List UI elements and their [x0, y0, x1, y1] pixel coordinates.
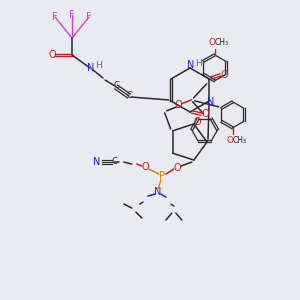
Text: O: O [208, 38, 215, 47]
Text: C: C [112, 157, 118, 166]
Text: O: O [173, 163, 181, 173]
Text: O: O [226, 136, 233, 145]
Text: N: N [207, 97, 215, 107]
Text: CH₃: CH₃ [214, 38, 229, 47]
Text: O: O [220, 70, 228, 80]
Text: F: F [52, 12, 58, 22]
Text: O: O [201, 109, 209, 119]
Text: H: H [195, 59, 201, 68]
Text: F: F [86, 12, 92, 22]
Text: N: N [93, 157, 100, 167]
Text: C: C [126, 91, 132, 100]
Text: F: F [69, 10, 75, 20]
Text: CH₃: CH₃ [232, 136, 247, 145]
Text: H: H [94, 61, 101, 70]
Text: O: O [141, 162, 149, 172]
Text: O: O [193, 117, 201, 127]
Text: N: N [154, 187, 162, 197]
Text: P: P [159, 171, 165, 181]
Text: O: O [48, 50, 56, 60]
Text: N: N [187, 60, 195, 70]
Text: N: N [87, 63, 95, 73]
Text: C: C [113, 82, 119, 91]
Text: O: O [175, 100, 182, 110]
